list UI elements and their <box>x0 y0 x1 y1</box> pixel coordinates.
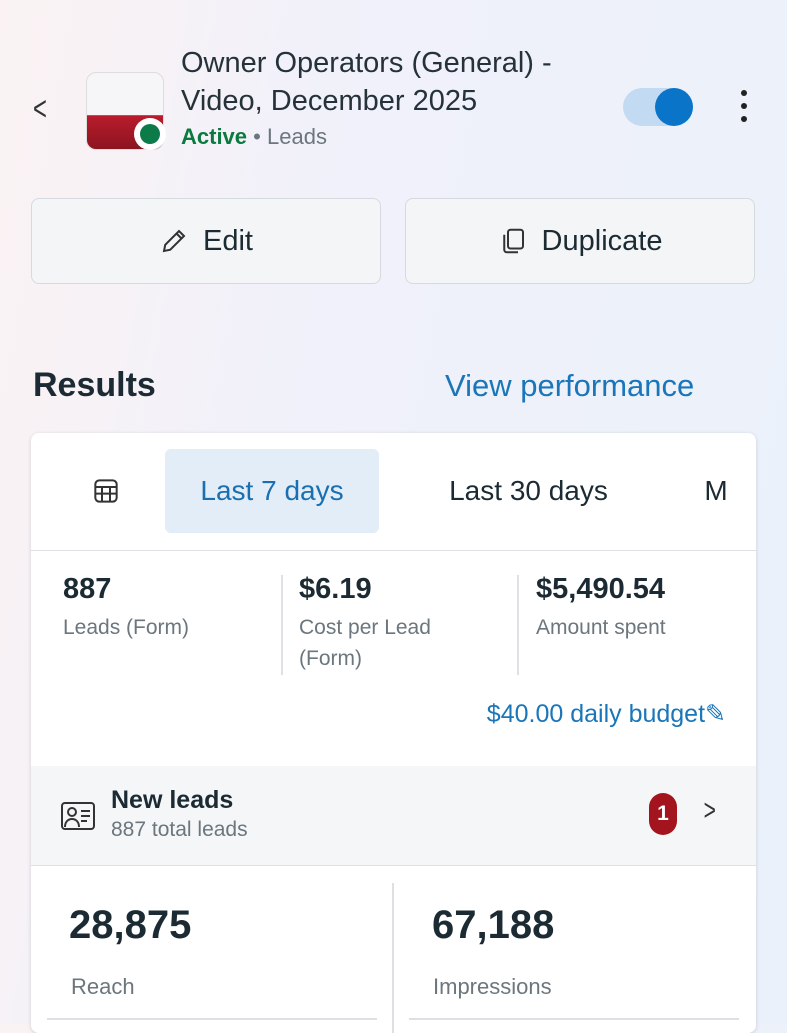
duplicate-button[interactable]: Duplicate <box>405 198 755 284</box>
objective: Leads <box>267 124 327 149</box>
divider <box>517 575 519 675</box>
stat-label: Leads (Form) <box>63 616 190 639</box>
date-tabs: Last 7 days Last 30 days M <box>31 433 756 551</box>
ad-thumbnail <box>86 72 164 150</box>
contact-card-icon <box>61 802 95 830</box>
edit-label: Edit <box>203 224 253 257</box>
stat-value: $5,490.54 <box>536 573 666 605</box>
stat-value: 887 <box>63 573 112 605</box>
new-leads-subtitle: 887 total leads <box>111 818 248 841</box>
tab-last-30-days[interactable]: Last 30 days <box>449 475 608 506</box>
tab-last-7-days[interactable]: Last 7 days <box>165 449 379 533</box>
duplicate-icon <box>502 228 524 254</box>
stat-amount-spent: $5,490.54 Amount spent <box>536 573 666 643</box>
divider <box>409 1018 739 1020</box>
reach-label: Reach <box>71 974 135 999</box>
daily-budget-link[interactable]: $40.00 daily budget✎ <box>487 699 726 729</box>
view-performance-link[interactable]: View performance <box>445 368 695 403</box>
divider <box>47 1018 377 1020</box>
stat-leads: 887 Leads (Form) <box>63 573 189 643</box>
pencil-icon: ✎ <box>705 700 726 728</box>
tab-more[interactable]: M <box>704 475 728 506</box>
more-options-icon[interactable] <box>735 90 753 122</box>
divider <box>392 883 394 1033</box>
duplicate-label: Duplicate <box>541 224 663 257</box>
new-leads-title: New leads <box>111 786 234 814</box>
results-card: Last 7 days Last 30 days M 887 Leads (For… <box>31 433 756 1033</box>
stat-cost-per-lead: $6.19 Cost per Lead (Form) <box>299 573 479 674</box>
divider <box>281 575 283 675</box>
impressions-label: Impressions <box>433 974 552 999</box>
back-button[interactable]: < <box>32 90 47 128</box>
stat-label: Cost per Lead (Form) <box>299 616 431 670</box>
stat-label: Amount spent <box>536 616 666 639</box>
stat-value: $6.19 <box>299 573 372 605</box>
results-heading: Results <box>33 366 156 404</box>
campaign-title: Owner Operators (General) - Video, Decem… <box>181 47 552 117</box>
budget-text: $40.00 daily budget <box>486 700 706 728</box>
impressions-value: 67,188 <box>432 903 555 947</box>
reach-value: 28,875 <box>69 903 192 947</box>
campaign-toggle[interactable] <box>623 88 693 126</box>
status-active: Active <box>181 124 248 149</box>
edit-button[interactable]: Edit <box>31 198 381 284</box>
new-leads-badge: 1 <box>649 793 677 835</box>
chevron-right-icon: > <box>703 794 716 827</box>
calendar-icon[interactable] <box>71 449 141 533</box>
new-leads-row[interactable]: New leads 887 total leads 1 > <box>31 766 756 866</box>
status-line: Active • Leads <box>181 124 327 150</box>
separator: • <box>253 124 261 149</box>
active-status-dot <box>134 118 166 150</box>
pencil-icon <box>162 229 186 253</box>
